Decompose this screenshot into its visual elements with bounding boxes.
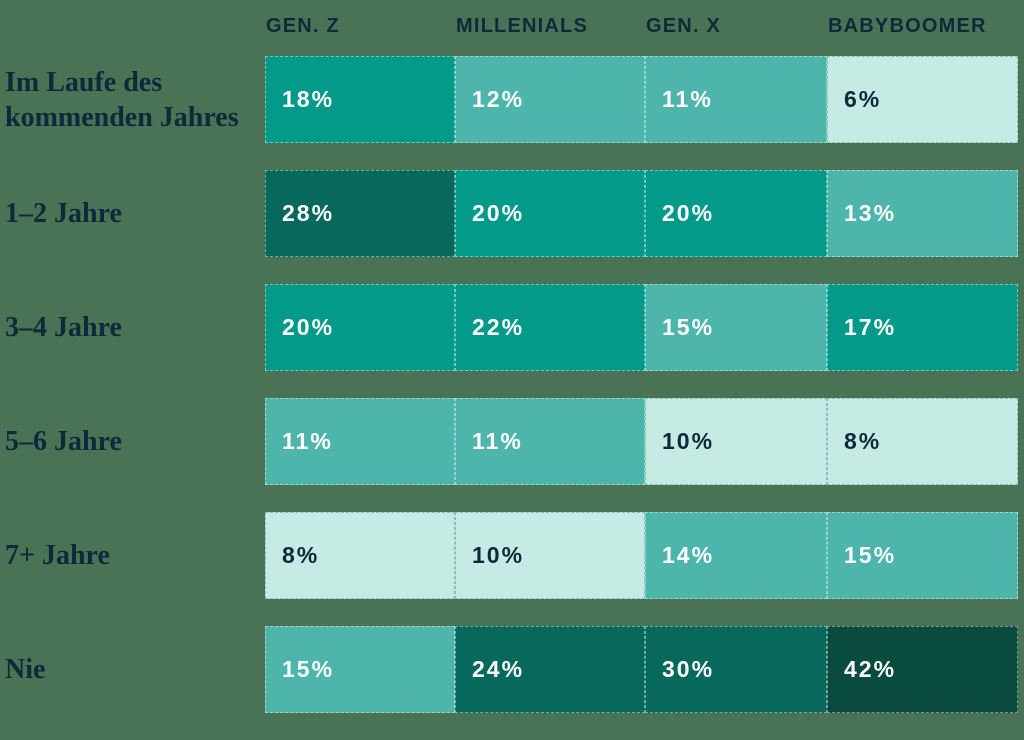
cell-value: 28% — [282, 200, 335, 226]
row-label: 3–4 Jahre — [5, 312, 122, 343]
cell: 30% — [645, 626, 827, 713]
cell: 11% — [455, 398, 645, 485]
cell: 42% — [827, 626, 1018, 713]
cell-value: 6% — [844, 86, 882, 112]
cell-value: 10% — [662, 428, 715, 454]
table-row: 11% 11% 10% 8% — [265, 398, 1018, 485]
cell-value: 11% — [282, 428, 333, 454]
cell: 8% — [827, 398, 1018, 485]
column-header: GEN. Z — [266, 15, 340, 37]
cell-value: 8% — [844, 428, 882, 454]
cell-value: 20% — [662, 200, 715, 226]
cell: 10% — [645, 398, 827, 485]
row-label: 5–6 Jahre — [5, 426, 122, 457]
cell-value: 30% — [662, 656, 715, 682]
cell: 12% — [455, 56, 645, 143]
cell-value: 20% — [282, 314, 335, 340]
cell-value: 24% — [472, 656, 525, 682]
cell-value: 12% — [472, 86, 525, 112]
cell-value: 14% — [662, 542, 715, 568]
cell-value: 10% — [472, 542, 525, 568]
column-header: BABYBOOMER — [828, 15, 987, 37]
cell: 15% — [265, 626, 455, 713]
row-label: 7+ Jahre — [5, 540, 110, 571]
table-row: 8% 10% 14% 15% — [265, 512, 1018, 599]
cell-value: 15% — [844, 542, 897, 568]
chart-grid: 18% 12% 11% 6% 28% 20% 20% 13% 20% 22% 15% 17% 11% 11… — [265, 56, 1018, 740]
cell: 20% — [455, 170, 645, 257]
cell: 13% — [827, 170, 1018, 257]
cell-value: 8% — [282, 542, 320, 568]
cell: 20% — [265, 284, 455, 371]
table-row: 28% 20% 20% 13% — [265, 170, 1018, 257]
cell-value: 22% — [472, 314, 525, 340]
column-header: GEN. X — [646, 15, 721, 37]
row-label: Nie — [5, 654, 46, 685]
cell: 15% — [827, 512, 1018, 599]
cell: 8% — [265, 512, 455, 599]
column-headers: GEN. Z MILLENIALS GEN. X BABYBOOMER — [265, 15, 1018, 38]
cell: 18% — [265, 56, 455, 143]
cell-value: 15% — [662, 314, 715, 340]
cell-value: 11% — [472, 428, 523, 454]
column-header: MILLENIALS — [456, 15, 588, 37]
cell: 17% — [827, 284, 1018, 371]
cell: 14% — [645, 512, 827, 599]
cell-value: 18% — [282, 86, 335, 112]
table-row: 20% 22% 15% 17% — [265, 284, 1018, 371]
cell: 11% — [265, 398, 455, 485]
cell: 6% — [827, 56, 1018, 143]
cell: 10% — [455, 512, 645, 599]
cell: 22% — [455, 284, 645, 371]
cell-value: 17% — [844, 314, 897, 340]
cell-value: 11% — [662, 86, 713, 112]
table-row: 18% 12% 11% 6% — [265, 56, 1018, 143]
cell: 20% — [645, 170, 827, 257]
cell-value: 20% — [472, 200, 525, 226]
cell-value: 13% — [844, 200, 897, 226]
cell-value: 42% — [844, 656, 897, 682]
cell: 28% — [265, 170, 455, 257]
cell: 24% — [455, 626, 645, 713]
cell-value: 15% — [282, 656, 335, 682]
cell: 11% — [645, 56, 827, 143]
row-label: 1–2 Jahre — [5, 198, 122, 229]
cell: 15% — [645, 284, 827, 371]
row-labels: Im Laufe des kommenden Jahres 1–2 Jahre 3–… — [5, 56, 259, 740]
row-label: Im Laufe des kommenden Jahres — [5, 66, 239, 133]
table-row: 15% 24% 30% 42% — [265, 626, 1018, 713]
